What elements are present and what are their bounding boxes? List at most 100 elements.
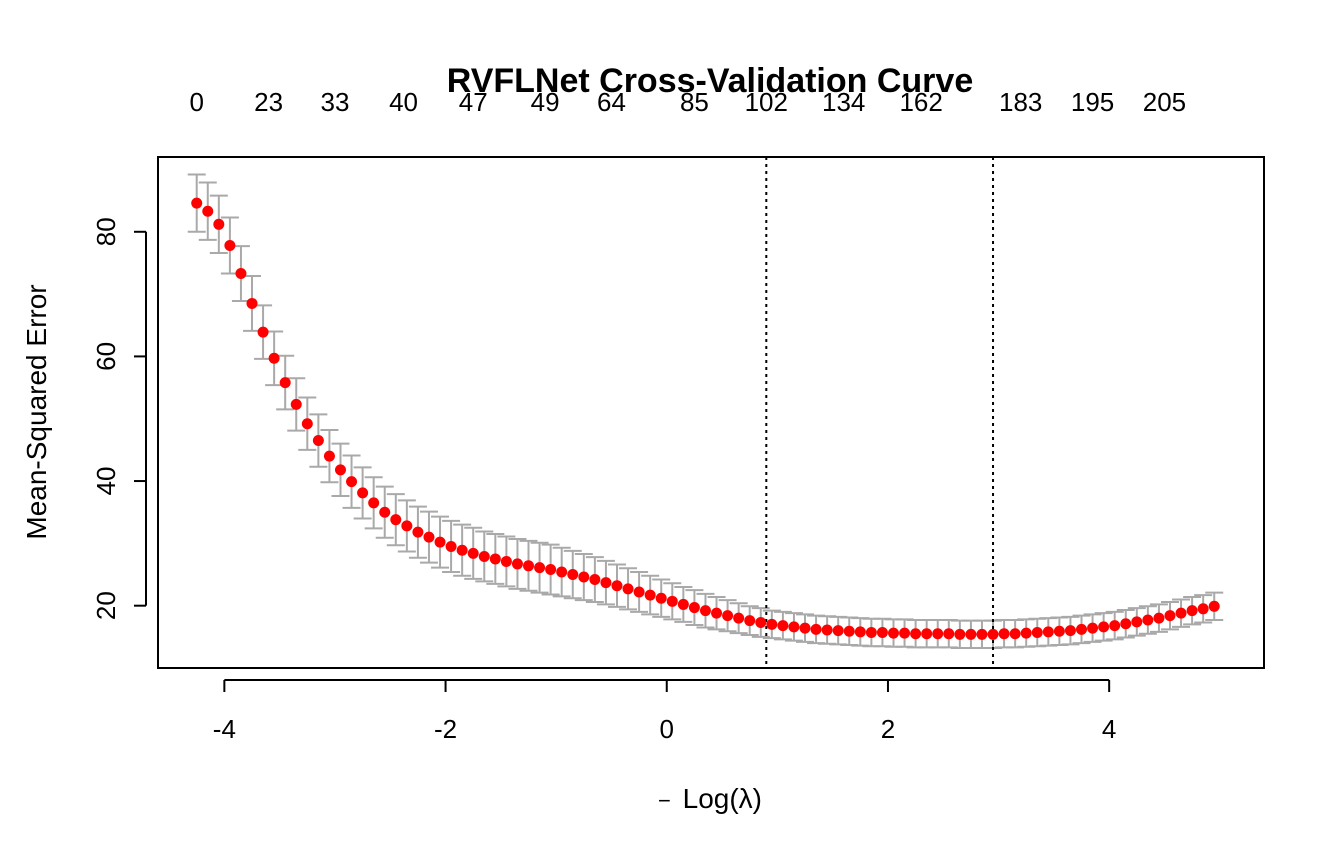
points-group [191, 197, 1220, 640]
data-point [910, 628, 922, 640]
data-point [323, 450, 335, 462]
top-axis-label: 85 [680, 87, 709, 117]
x-axis: -4 -2 0 2 4 [213, 679, 1116, 744]
data-point [987, 628, 999, 640]
data-point [943, 628, 955, 640]
data-point [423, 531, 435, 543]
data-point [688, 602, 700, 614]
data-point [379, 506, 391, 518]
top-axis-label: 49 [531, 87, 560, 117]
data-point [290, 398, 302, 410]
data-point [445, 540, 457, 552]
data-point [1053, 625, 1065, 637]
data-point [876, 626, 888, 638]
data-point [334, 464, 346, 476]
top-axis-label: 64 [597, 87, 626, 117]
data-point [467, 547, 479, 559]
data-point [733, 612, 745, 624]
data-point [1087, 622, 1099, 634]
data-point [401, 520, 413, 532]
top-axis-label: 33 [320, 87, 349, 117]
data-point [777, 620, 789, 632]
top-axis-label: 195 [1071, 87, 1114, 117]
data-point [832, 625, 844, 637]
data-point [821, 624, 833, 636]
data-point [1020, 627, 1032, 639]
y-tick-label: 20 [91, 591, 121, 620]
data-point [346, 476, 358, 488]
data-point [390, 514, 402, 526]
data-point [523, 560, 535, 572]
data-point [202, 205, 214, 217]
data-point [357, 487, 369, 499]
x-axis-label-prefix: − [658, 788, 671, 813]
data-point [1186, 605, 1198, 617]
x-axis-label: − Log(λ) [658, 783, 762, 814]
data-point [755, 617, 767, 629]
data-point [633, 586, 645, 598]
data-point [600, 577, 612, 589]
x-tick-label: 4 [1102, 714, 1116, 744]
y-tick-label: 60 [91, 342, 121, 371]
data-point [213, 218, 225, 230]
data-point [810, 623, 822, 635]
data-point [1076, 623, 1088, 635]
error-bars-group [187, 173, 1224, 650]
data-point [843, 625, 855, 637]
top-axis-label: 23 [254, 87, 283, 117]
data-point [899, 627, 911, 639]
top-axis-label: 47 [459, 87, 488, 117]
data-point [711, 607, 723, 619]
plot-frame [157, 156, 1265, 669]
data-point [655, 592, 667, 604]
top-axis-label: 134 [822, 87, 865, 117]
data-point [1175, 607, 1187, 619]
top-axis-label: 162 [899, 87, 942, 117]
data-point [578, 571, 590, 583]
data-point [722, 610, 734, 622]
data-point [766, 618, 778, 630]
data-point [368, 497, 380, 509]
data-point [556, 566, 568, 578]
data-point [191, 197, 203, 209]
data-point [644, 589, 656, 601]
data-point [224, 239, 236, 251]
data-point [1142, 614, 1154, 626]
data-point [301, 418, 313, 430]
data-point [589, 574, 601, 586]
data-point [534, 562, 546, 574]
top-axis-label: 0 [189, 87, 203, 117]
x-tick-label: -4 [213, 714, 236, 744]
data-point [1064, 625, 1076, 637]
chart-title: RVFLNet Cross-Validation Curve [447, 62, 974, 100]
data-point [279, 377, 291, 389]
data-point [312, 435, 324, 447]
data-point [456, 544, 468, 556]
top-axis-labels: 0 23 33 40 47 49 64 85 102 134 162 183 195 205 [189, 87, 1186, 117]
x-tick-label: -2 [434, 714, 457, 744]
data-point [511, 558, 523, 570]
data-point [567, 569, 579, 581]
data-point [1042, 626, 1054, 638]
data-point [788, 621, 800, 633]
reference-lines-group [765, 157, 995, 668]
data-point [268, 352, 280, 364]
y-axis-label: Mean-Squared Error [21, 284, 52, 539]
y-tick-label: 40 [91, 467, 121, 496]
data-point [666, 595, 678, 607]
data-point [611, 580, 623, 592]
data-point [921, 628, 933, 640]
data-point [887, 627, 899, 639]
top-axis-label: 40 [389, 87, 418, 117]
data-point [976, 628, 988, 640]
data-point [1109, 620, 1121, 632]
data-point [1208, 600, 1220, 612]
data-point [1164, 610, 1176, 622]
x-axis-label-main: Log(λ) [683, 783, 762, 814]
y-tick-label: 80 [91, 217, 121, 246]
y-axis: 20 40 60 80 [91, 217, 147, 620]
top-axis-label: 183 [999, 87, 1042, 117]
x-tick-label: 0 [660, 714, 674, 744]
data-point [998, 628, 1010, 640]
data-point [1153, 612, 1165, 624]
